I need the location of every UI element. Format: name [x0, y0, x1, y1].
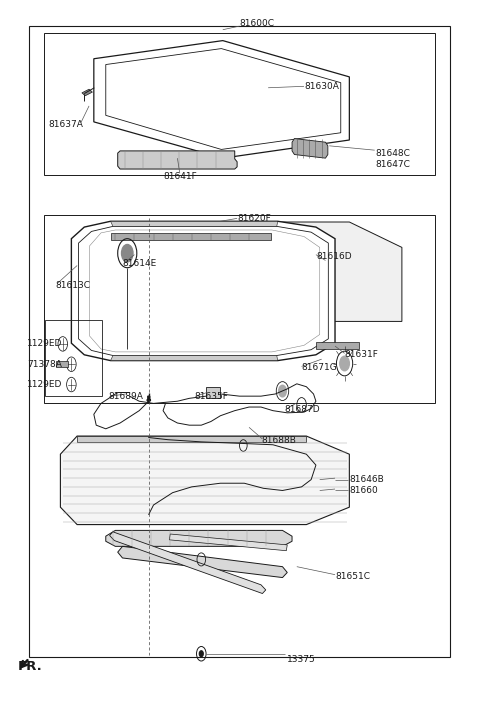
Text: 1129ED: 1129ED — [27, 380, 62, 389]
Text: 71378A: 71378A — [27, 360, 62, 369]
Polygon shape — [110, 532, 266, 593]
Bar — [45, 320, 103, 396]
Polygon shape — [90, 230, 320, 352]
Polygon shape — [118, 151, 237, 169]
Polygon shape — [82, 89, 92, 96]
Polygon shape — [60, 436, 349, 525]
Bar — [206, 387, 220, 398]
Text: 13375: 13375 — [287, 655, 316, 664]
Polygon shape — [71, 221, 335, 361]
Polygon shape — [77, 436, 307, 442]
Bar — [56, 361, 68, 367]
Polygon shape — [111, 356, 278, 361]
Text: 81600C: 81600C — [240, 20, 274, 28]
Circle shape — [340, 356, 349, 371]
Text: 81635F: 81635F — [194, 392, 228, 401]
Polygon shape — [316, 342, 359, 349]
Polygon shape — [149, 222, 402, 321]
Bar — [44, 214, 435, 403]
Text: 81648C: 81648C — [376, 148, 411, 158]
Polygon shape — [111, 221, 278, 226]
FancyArrow shape — [147, 396, 151, 403]
Text: 81631F: 81631F — [344, 350, 378, 359]
Bar — [44, 33, 435, 174]
Text: 81641F: 81641F — [163, 172, 197, 181]
Polygon shape — [292, 139, 328, 158]
Text: 81647C: 81647C — [376, 160, 411, 169]
Text: 81687D: 81687D — [285, 405, 320, 414]
Text: 1129ED: 1129ED — [27, 340, 62, 348]
Bar — [29, 26, 450, 657]
Text: 81689A: 81689A — [108, 392, 143, 401]
Polygon shape — [106, 531, 292, 547]
Polygon shape — [169, 534, 287, 551]
Text: 81637A: 81637A — [48, 119, 83, 129]
Text: FR.: FR. — [17, 659, 42, 672]
Circle shape — [122, 244, 133, 262]
Text: 81660: 81660 — [349, 486, 378, 495]
Text: 81688B: 81688B — [261, 436, 296, 445]
Circle shape — [199, 651, 203, 656]
Polygon shape — [94, 41, 349, 158]
Text: 81616D: 81616D — [316, 252, 352, 260]
Text: 81620F: 81620F — [237, 214, 271, 223]
Text: 81651C: 81651C — [335, 571, 370, 581]
Text: 81671G: 81671G — [302, 364, 337, 372]
Text: 81646B: 81646B — [349, 475, 384, 484]
Polygon shape — [111, 233, 271, 240]
Text: 81613C: 81613C — [56, 281, 91, 290]
Text: 81614E: 81614E — [123, 259, 157, 268]
Text: 81630A: 81630A — [304, 82, 339, 91]
Circle shape — [279, 385, 286, 397]
Polygon shape — [118, 547, 287, 577]
